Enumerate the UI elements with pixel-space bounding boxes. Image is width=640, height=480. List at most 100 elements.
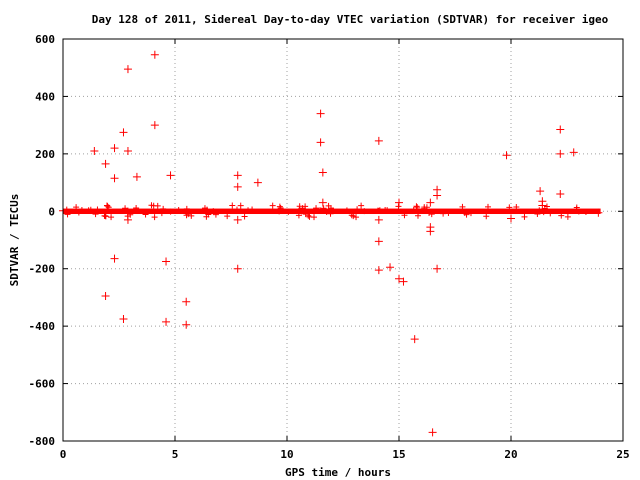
band-marker bbox=[249, 206, 256, 213]
y-tick-label: -200 bbox=[29, 263, 56, 276]
band-marker bbox=[483, 213, 490, 220]
data-point bbox=[150, 121, 159, 130]
band-marker bbox=[463, 211, 470, 218]
band-marker bbox=[73, 204, 80, 211]
data-point bbox=[374, 215, 383, 224]
band-marker bbox=[151, 214, 158, 221]
band-marker bbox=[105, 204, 112, 211]
y-tick-label: 400 bbox=[35, 90, 55, 103]
grid bbox=[63, 39, 623, 441]
band-marker bbox=[188, 212, 195, 219]
band-marker bbox=[233, 206, 240, 213]
band-marker bbox=[311, 214, 318, 221]
x-tick-label: 20 bbox=[504, 448, 517, 461]
data-point bbox=[569, 148, 578, 157]
band-marker bbox=[158, 210, 165, 217]
band-marker bbox=[329, 207, 336, 214]
y-tick-label: -800 bbox=[29, 435, 56, 448]
band-marker bbox=[547, 210, 554, 217]
band-marker bbox=[229, 202, 236, 209]
data-point bbox=[316, 138, 325, 147]
data-point bbox=[123, 65, 132, 74]
data-point bbox=[150, 50, 159, 59]
data-point bbox=[119, 128, 128, 137]
data-point bbox=[502, 151, 511, 160]
x-axis-label: GPS time / hours bbox=[285, 466, 391, 479]
band-marker bbox=[295, 212, 302, 219]
band-marker bbox=[540, 209, 547, 216]
data-point bbox=[253, 178, 262, 187]
band-marker bbox=[316, 207, 323, 214]
data-point bbox=[374, 136, 383, 145]
band-marker bbox=[78, 206, 85, 213]
data-point bbox=[428, 428, 437, 437]
data-point bbox=[426, 227, 435, 236]
band-marker bbox=[320, 205, 327, 212]
plot-frame bbox=[62, 38, 624, 442]
data-point bbox=[233, 182, 242, 191]
band-marker bbox=[485, 203, 492, 210]
band-marker bbox=[142, 211, 149, 218]
band-marker bbox=[104, 203, 111, 210]
y-axis-label: SDTVAR / TECUs bbox=[8, 194, 21, 287]
data-point bbox=[426, 198, 435, 207]
band-marker bbox=[564, 213, 571, 220]
band-marker bbox=[245, 207, 252, 214]
y-tick-label: -400 bbox=[29, 320, 56, 333]
band-marker bbox=[534, 210, 541, 217]
band-marker bbox=[269, 202, 276, 209]
band-marker bbox=[423, 204, 430, 211]
band-marker bbox=[101, 212, 108, 219]
band-marker bbox=[414, 204, 421, 211]
data-point bbox=[110, 254, 119, 263]
band-marker bbox=[327, 210, 334, 217]
data-point bbox=[162, 317, 171, 326]
x-tick-label: 10 bbox=[280, 448, 293, 461]
band-marker bbox=[133, 204, 140, 211]
band-marker bbox=[410, 206, 417, 213]
band-marker bbox=[413, 203, 420, 210]
data-point bbox=[123, 215, 132, 224]
band-marker bbox=[343, 207, 350, 214]
data-point bbox=[90, 146, 99, 155]
band-marker bbox=[361, 208, 368, 215]
band-marker bbox=[276, 203, 283, 210]
data-point bbox=[182, 320, 191, 329]
data-point bbox=[233, 264, 242, 273]
band-marker bbox=[459, 203, 466, 210]
band-marker bbox=[127, 211, 134, 218]
y-tick-label: -600 bbox=[29, 378, 56, 391]
band-marker bbox=[285, 208, 292, 215]
band-marker bbox=[185, 211, 192, 218]
band-marker bbox=[224, 213, 231, 220]
data-point bbox=[110, 174, 119, 183]
data-point bbox=[395, 198, 403, 207]
data-point bbox=[556, 125, 565, 134]
band-marker bbox=[401, 212, 408, 219]
data-point bbox=[233, 215, 242, 224]
data-point bbox=[386, 263, 395, 272]
axis-ticks: 0 5 10 15 20 25 -800 -600 -400 -200 0 200 400 600 bbox=[29, 33, 630, 461]
band-marker bbox=[426, 210, 433, 217]
band-marker bbox=[521, 213, 528, 220]
data-points bbox=[59, 50, 603, 437]
data-point bbox=[556, 149, 565, 158]
band-marker bbox=[64, 211, 71, 218]
band-marker bbox=[353, 214, 360, 221]
data-point bbox=[233, 171, 242, 180]
data-point bbox=[101, 159, 110, 168]
band-marker bbox=[382, 207, 389, 214]
band-marker bbox=[183, 205, 190, 212]
data-point bbox=[433, 264, 442, 273]
data-point bbox=[316, 109, 325, 118]
data-point bbox=[410, 335, 419, 344]
band-marker bbox=[467, 210, 474, 217]
band-marker bbox=[445, 209, 452, 216]
band-marker bbox=[175, 207, 182, 214]
chart-title: Day 128 of 2011, Sidereal Day-to-day VTE… bbox=[92, 13, 609, 26]
band-marker bbox=[63, 206, 70, 213]
data-point bbox=[507, 214, 515, 223]
band-marker bbox=[325, 202, 332, 209]
data-point bbox=[536, 187, 545, 196]
